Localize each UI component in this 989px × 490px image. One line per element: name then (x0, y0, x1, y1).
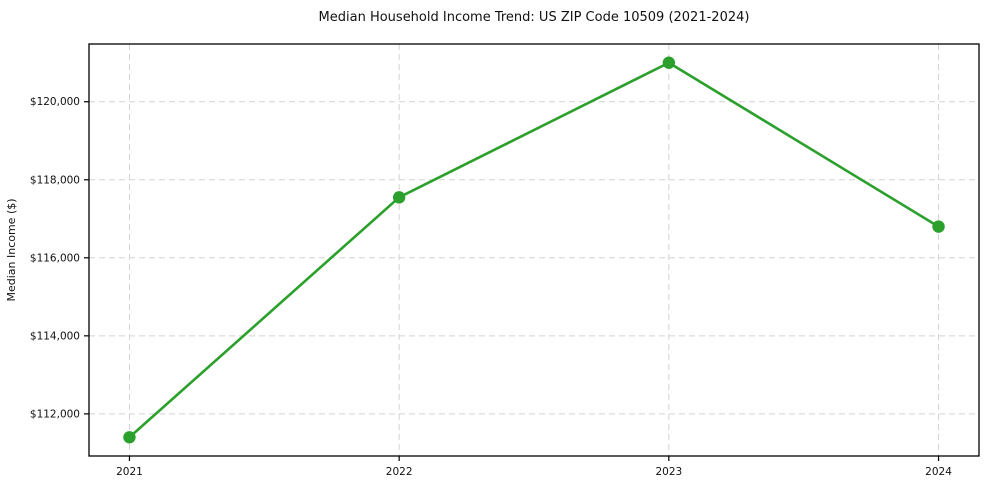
x-tick-label: 2021 (116, 466, 143, 478)
axis-layer: 2021 2022 2023 2024 $112,000 $114,000 $116,000… (30, 43, 980, 478)
y-tick-label: $116,000 (30, 252, 80, 264)
y-tick-label: $120,000 (30, 96, 80, 108)
series-layer (123, 56, 945, 444)
x-tick-label: 2023 (655, 466, 682, 478)
data-point-marker-2021 (123, 431, 136, 444)
grid-layer (89, 44, 979, 456)
y-axis-label: Median Income ($) (5, 198, 18, 301)
data-point-marker-2023 (662, 56, 676, 69)
y-tick-label: $118,000 (30, 174, 80, 186)
y-tick-label: $112,000 (30, 408, 80, 420)
x-tick-label: 2024 (925, 466, 952, 478)
y-tick-label: $114,000 (30, 330, 80, 342)
x-tick-label: 2022 (386, 466, 413, 478)
data-point-marker-2022 (392, 191, 406, 204)
chart-title: Median Household Income Trend: US ZIP Co… (319, 10, 750, 25)
plot-border (88, 43, 980, 457)
trend-line (128, 61, 940, 439)
data-point-marker-2024 (932, 220, 945, 233)
